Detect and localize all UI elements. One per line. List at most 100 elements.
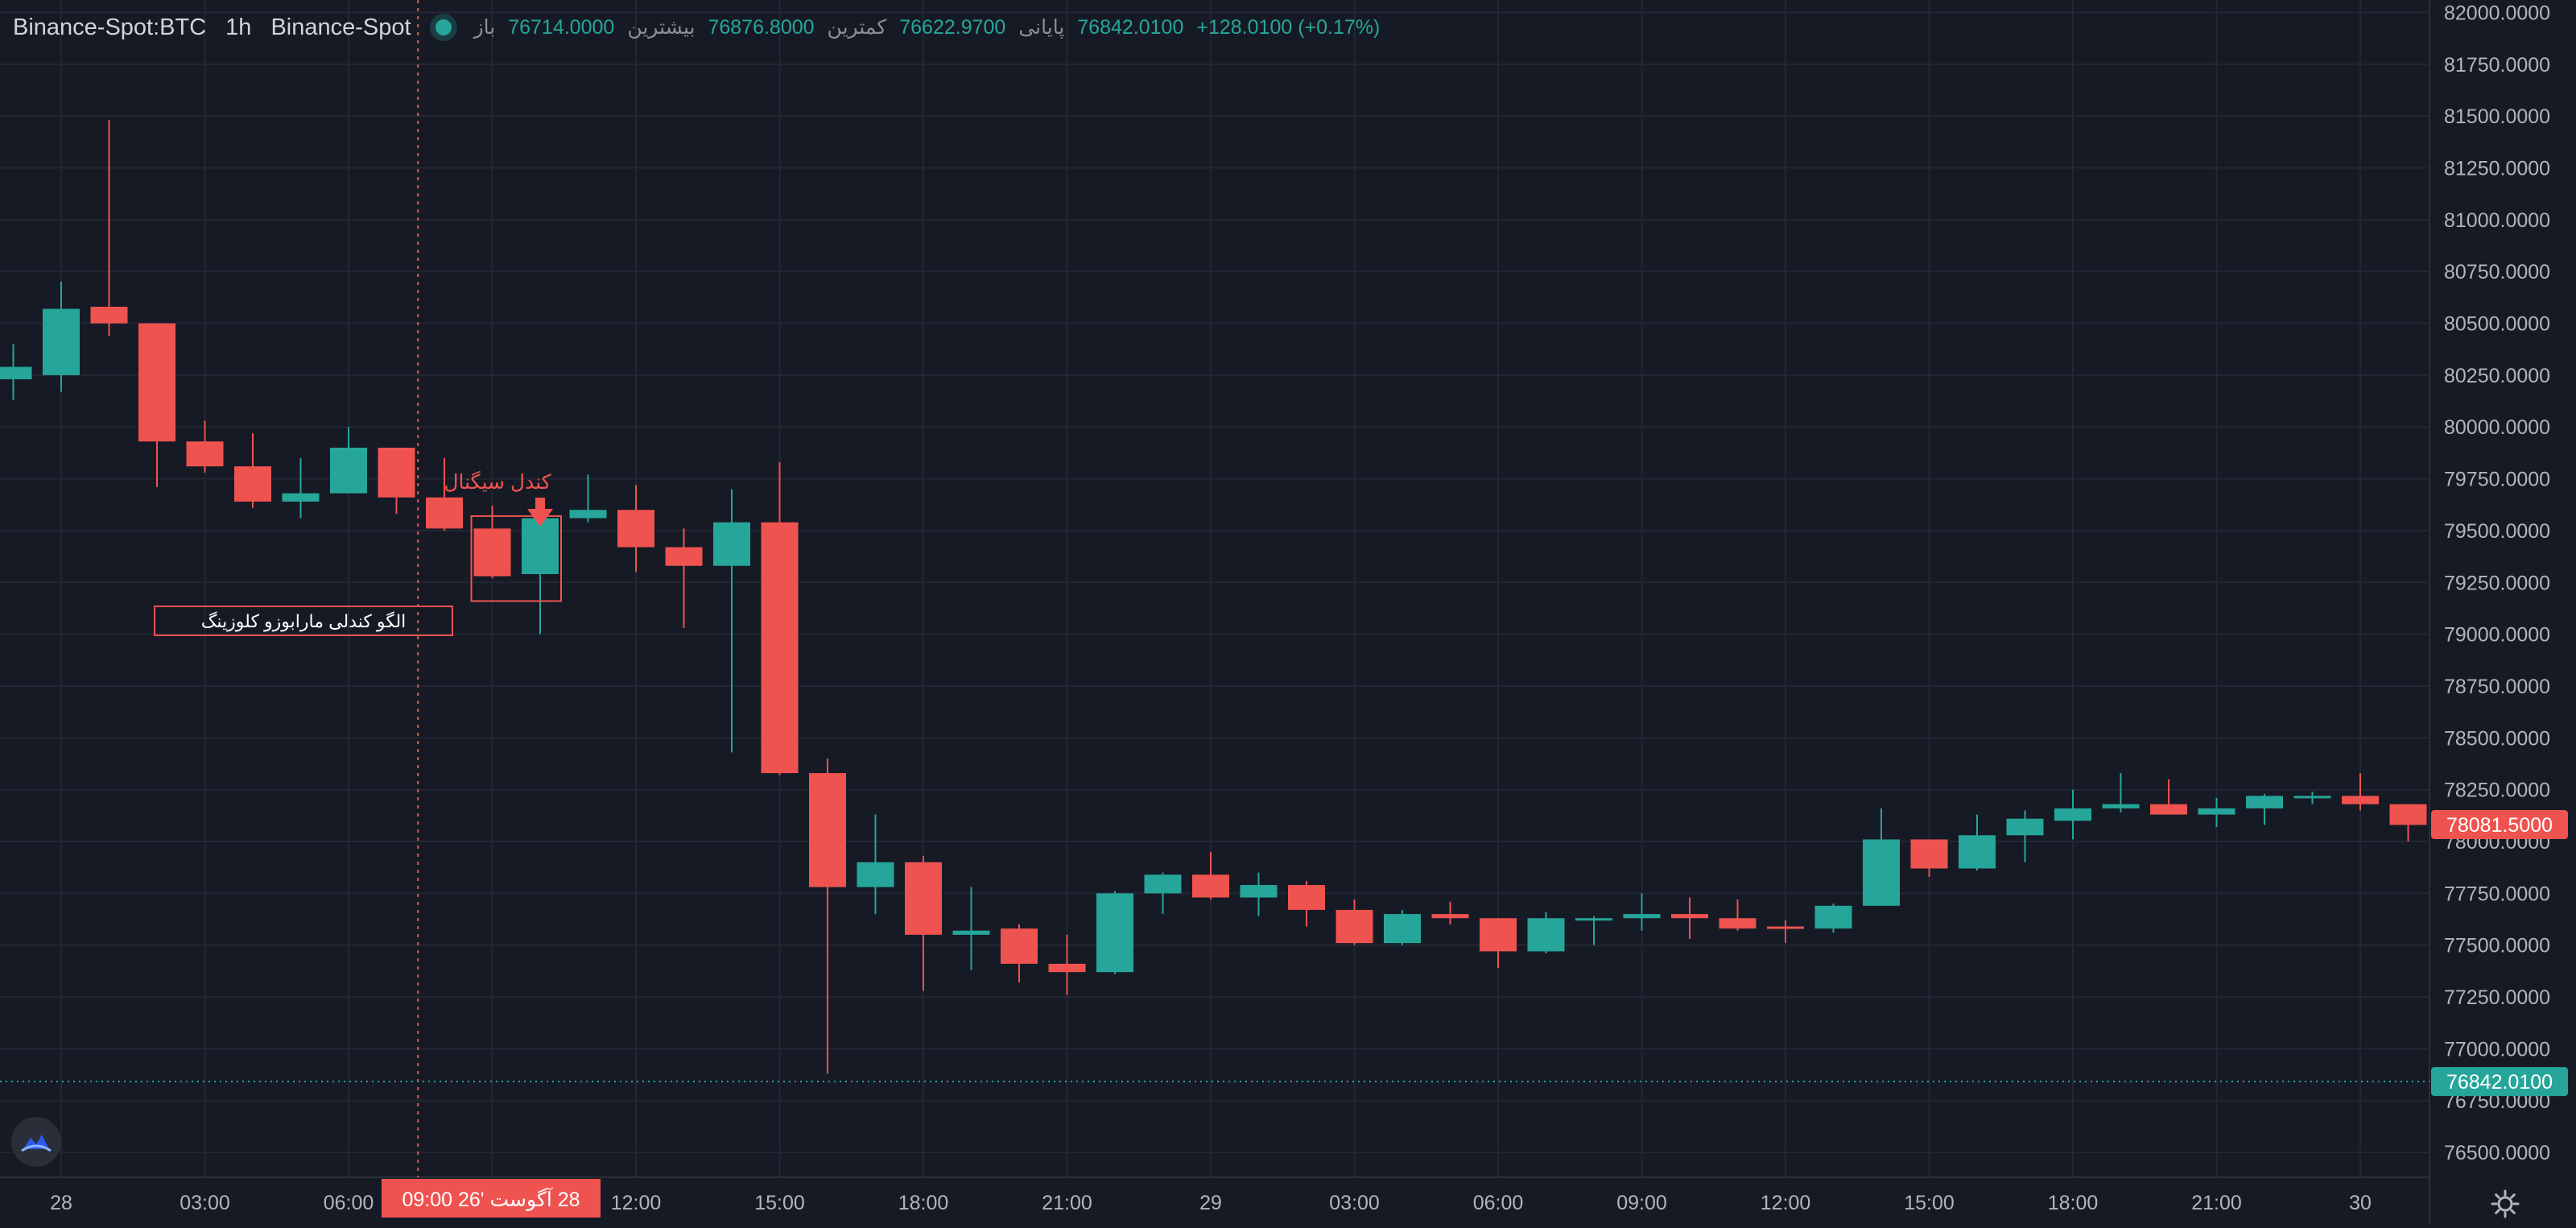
settings-gear-icon[interactable] xyxy=(2489,1188,2521,1220)
time-axis-label: 18:00 xyxy=(2048,1192,2099,1214)
time-axis-label: 12:00 xyxy=(1761,1192,1811,1214)
pattern-highlight-box[interactable] xyxy=(470,515,562,602)
candle-body-up[interactable] xyxy=(1240,885,1278,898)
candle-body-down[interactable] xyxy=(234,466,271,502)
low-value: 76622.9700 xyxy=(899,15,1006,39)
candle-body-down[interactable] xyxy=(1910,839,1948,869)
candle-body-up[interactable] xyxy=(2293,796,2331,799)
time-axis-label: 15:00 xyxy=(1904,1192,1955,1214)
candle-body-down[interactable] xyxy=(809,773,846,887)
ohlc-values: باز 76714.0000 بیشترین 76876.8000 کمترین… xyxy=(474,15,1381,39)
candle-body-up[interactable] xyxy=(2246,796,2283,808)
price-axis-label: 81000.0000 xyxy=(2444,209,2550,232)
price-axis-label: 80500.0000 xyxy=(2444,313,2550,336)
candle-body-up[interactable] xyxy=(1527,918,1565,952)
tradingview-logo-icon[interactable] xyxy=(11,1117,61,1167)
price-axis-label: 77750.0000 xyxy=(2444,883,2550,905)
time-axis-label: 28 xyxy=(50,1192,72,1214)
candle-body-up[interactable] xyxy=(0,366,32,380)
candle-body-up[interactable] xyxy=(2102,804,2140,808)
candle-body-down[interactable] xyxy=(1431,914,1469,919)
price-axis-label: 78500.0000 xyxy=(2444,727,2550,750)
current-price-label: 76842.0100 xyxy=(2446,1071,2553,1094)
candle-body-down[interactable] xyxy=(761,522,799,774)
candle-body-down[interactable] xyxy=(1001,928,1038,964)
candle-body-down[interactable] xyxy=(138,323,175,442)
pattern-label-text: الگو کندلی مارابوزو کلوزینگ xyxy=(201,611,407,631)
candle-body-down[interactable] xyxy=(473,528,511,577)
candle-body-up[interactable] xyxy=(1623,914,1661,919)
candle-body-up[interactable] xyxy=(282,493,320,502)
candle-body-down[interactable] xyxy=(378,447,415,498)
candle-body-down[interactable] xyxy=(1719,918,1757,929)
pattern-label-box[interactable] xyxy=(154,606,453,636)
candle-body-up[interactable] xyxy=(43,308,80,375)
candle-body-up[interactable] xyxy=(522,518,559,574)
price-axis-label: 77000.0000 xyxy=(2444,1038,2550,1061)
candle-body-up[interactable] xyxy=(1575,918,1612,921)
candle-body-up[interactable] xyxy=(1096,893,1133,973)
candle-body-down[interactable] xyxy=(1480,918,1517,952)
candle-body-down[interactable] xyxy=(665,547,703,566)
price-axis-label: 81250.0000 xyxy=(2444,157,2550,180)
symbol-name[interactable]: Binance-Spot:BTC xyxy=(13,14,207,40)
open-value: 76714.0000 xyxy=(508,15,615,39)
time-axis-label: 15:00 xyxy=(754,1192,805,1214)
candle-body-up[interactable] xyxy=(2198,808,2235,815)
price-axis-label: 79000.0000 xyxy=(2444,624,2550,647)
candle-body-up[interactable] xyxy=(857,862,894,887)
time-axis-label: 29 xyxy=(1199,1192,1222,1214)
last-bar-price-label: 78081.5000 xyxy=(2446,814,2553,837)
price-axis-label: 77500.0000 xyxy=(2444,935,2550,957)
crosshair-time-bg xyxy=(382,1179,601,1218)
time-axis-label: 30 xyxy=(2349,1192,2372,1214)
price-axis-label: 81750.0000 xyxy=(2444,54,2550,76)
price-axis-label: 78750.0000 xyxy=(2444,676,2550,698)
candle-body-up[interactable] xyxy=(1384,914,1421,944)
candle-body-up[interactable] xyxy=(1959,835,1996,869)
crosshair-time-label: 28 آگوست '26 09:00 xyxy=(402,1187,580,1211)
candle-body-up[interactable] xyxy=(2054,808,2091,821)
candle-body-down[interactable] xyxy=(186,441,224,467)
candle-body-up[interactable] xyxy=(713,522,750,566)
candle-body-down[interactable] xyxy=(1767,926,1804,929)
time-axis-label: 03:00 xyxy=(180,1192,230,1214)
candle-body-down[interactable] xyxy=(1192,874,1229,898)
candle-body-down[interactable] xyxy=(426,497,463,529)
time-axis-label: 06:00 xyxy=(324,1192,374,1214)
high-label: بیشترین xyxy=(627,16,696,39)
candle-body-down[interactable] xyxy=(2150,804,2187,815)
time-axis-label: 21:00 xyxy=(1042,1192,1092,1214)
candle-body-down[interactable] xyxy=(2342,796,2379,804)
candle-body-up[interactable] xyxy=(1144,874,1182,894)
chart-legend: Binance-Spot:BTC 1h Binance-Spot باز 767… xyxy=(13,11,1380,43)
candle-body-down[interactable] xyxy=(1288,885,1325,910)
candle-body-down[interactable] xyxy=(1335,909,1373,944)
close-value: 76842.0100 xyxy=(1077,15,1184,39)
candle-body-down[interactable] xyxy=(1671,914,1708,919)
interval-label[interactable]: 1h xyxy=(225,14,252,40)
candle-body-up[interactable] xyxy=(2006,818,2044,836)
price-axis-label: 79750.0000 xyxy=(2444,469,2550,491)
candle-body-up[interactable] xyxy=(952,930,990,935)
exchange-name: Binance-Spot xyxy=(270,14,411,40)
market-status-icon[interactable] xyxy=(435,19,452,35)
candle-body-down[interactable] xyxy=(2389,804,2427,825)
price-axis-label: 77250.0000 xyxy=(2444,986,2550,1009)
candle-body-down[interactable] xyxy=(617,510,654,548)
price-axis-label: 80000.0000 xyxy=(2444,416,2550,439)
candle-body-up[interactable] xyxy=(1814,905,1852,929)
candle-body-down[interactable] xyxy=(90,306,128,324)
candle-body-up[interactable] xyxy=(1863,839,1900,906)
price-axis-label: 80750.0000 xyxy=(2444,261,2550,283)
candle-body-up[interactable] xyxy=(569,510,607,519)
price-axis-label: 82000.0000 xyxy=(2444,2,2550,24)
price-axis-label: 79500.0000 xyxy=(2444,520,2550,543)
low-label: کمترین xyxy=(827,16,887,39)
candle-body-up[interactable] xyxy=(330,447,367,494)
candle-body-down[interactable] xyxy=(905,862,942,935)
candle-body-down[interactable] xyxy=(1048,963,1086,973)
